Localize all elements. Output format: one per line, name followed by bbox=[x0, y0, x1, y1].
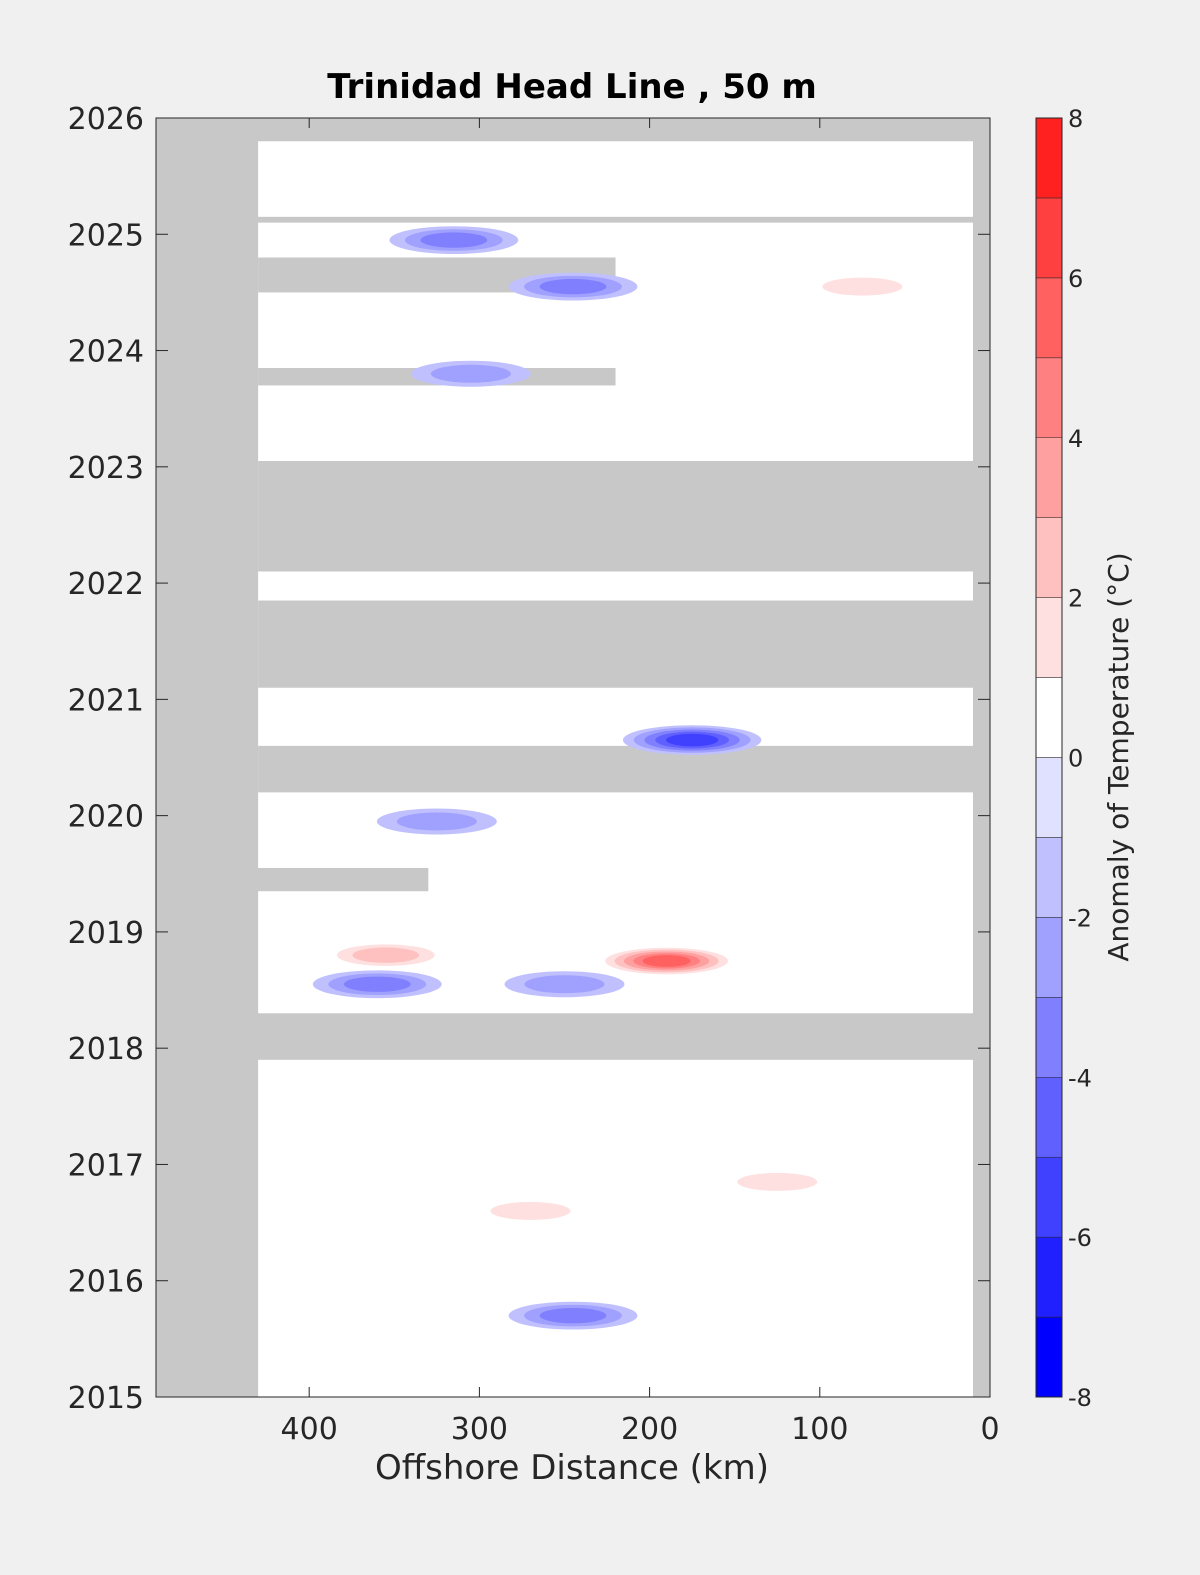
y-tick-label: 2024 bbox=[68, 335, 144, 370]
colorbar-band bbox=[1035, 837, 1063, 918]
no-data-region bbox=[156, 216, 973, 223]
colorbar-band bbox=[1035, 517, 1063, 598]
no-data-region bbox=[258, 461, 973, 572]
x-tick-label: 300 bbox=[451, 1412, 508, 1447]
no-data-region bbox=[156, 1013, 973, 1060]
x-axis-label: Offshore Distance (km) bbox=[375, 1448, 769, 1488]
colorbar-band bbox=[1035, 1156, 1063, 1238]
anomaly-contour bbox=[539, 1307, 607, 1324]
colorbar-band bbox=[1035, 997, 1063, 1078]
colorbar-band bbox=[1035, 117, 1063, 199]
anomaly-contour bbox=[822, 277, 903, 296]
plot-area: 400 300 200 100 0 20152016201720182019202020… bbox=[68, 102, 1000, 1447]
colorbar: -8 -6 -4 -2 0 2 4 6 8 bbox=[1035, 105, 1092, 1412]
y-tick-label: 2017 bbox=[68, 1148, 144, 1183]
anomaly-contour bbox=[665, 733, 719, 747]
y-tick-label: 2026 bbox=[68, 102, 144, 137]
colorbar-band bbox=[1035, 597, 1063, 678]
colorbar-band bbox=[1035, 277, 1063, 359]
no-data-region bbox=[258, 745, 973, 793]
colorbar-band bbox=[1035, 1236, 1063, 1318]
y-tick-label: 2022 bbox=[68, 567, 144, 602]
no-data-region bbox=[258, 600, 973, 688]
colorbar-band bbox=[1035, 757, 1063, 838]
y-tick-label: 2021 bbox=[68, 683, 144, 718]
colorbar-tick-label: -2 bbox=[1068, 904, 1092, 932]
no-data-layer bbox=[156, 118, 990, 1397]
anomaly-contour bbox=[396, 812, 477, 831]
anomaly-contour bbox=[430, 364, 511, 383]
colorbar-band bbox=[1035, 437, 1063, 518]
anomaly-contour bbox=[539, 278, 607, 295]
no-data-region bbox=[156, 118, 973, 142]
colorbar-band bbox=[1035, 1316, 1063, 1398]
y-axis: 2015 2016 2017 2018 2019 2020 2021 2022 2023 2024… bbox=[68, 102, 990, 1416]
colorbar-band bbox=[1035, 1077, 1063, 1158]
colorbar-tick-label: -6 bbox=[1068, 1224, 1092, 1252]
plot-frame bbox=[155, 117, 991, 1398]
y-tick-label: 2020 bbox=[68, 800, 144, 835]
colorbar-band bbox=[1035, 197, 1063, 279]
y-tick-label: 2023 bbox=[68, 451, 144, 486]
y-tick-label: 2018 bbox=[68, 1032, 144, 1067]
colorbar-tick-label: -4 bbox=[1068, 1064, 1092, 1092]
colorbar-frame bbox=[1035, 117, 1063, 1398]
y-tick-label: 2019 bbox=[68, 916, 144, 951]
colorbar-tick-label: 4 bbox=[1068, 425, 1083, 453]
y-tick-label: 2015 bbox=[68, 1381, 144, 1416]
anomaly-contour bbox=[343, 976, 411, 992]
no-data-region bbox=[972, 118, 990, 1397]
x-axis: 400 300 200 100 0 bbox=[281, 118, 1000, 1447]
colorbar-tick-label: 6 bbox=[1068, 265, 1083, 293]
x-tick-label: 200 bbox=[621, 1412, 678, 1447]
no-data-region bbox=[156, 118, 259, 1397]
x-tick-label: 0 bbox=[980, 1412, 999, 1447]
colorbar-tick-label: 0 bbox=[1068, 745, 1083, 773]
x-tick-label: 100 bbox=[791, 1412, 848, 1447]
no-data-region bbox=[156, 867, 429, 892]
x-tick-label: 400 bbox=[281, 1412, 338, 1447]
y-tick-label: 2025 bbox=[68, 218, 144, 253]
anomaly-contour bbox=[524, 975, 605, 994]
colorbar-band bbox=[1035, 917, 1063, 998]
anomaly-contour bbox=[420, 232, 488, 248]
y-tick-label: 2016 bbox=[68, 1265, 144, 1300]
chart-title: Trinidad Head Line , 50 m bbox=[327, 67, 817, 107]
colorbar-band bbox=[1035, 357, 1063, 438]
colorbar-band bbox=[1035, 677, 1063, 758]
colorbar-tick-label: 8 bbox=[1068, 105, 1083, 133]
anomaly-contours bbox=[312, 226, 923, 1330]
anomaly-contour bbox=[642, 955, 691, 967]
anomaly-contour bbox=[737, 1172, 818, 1191]
colorbar-tick-label: -8 bbox=[1068, 1384, 1092, 1412]
anomaly-contour bbox=[490, 1201, 571, 1220]
colorbar-tick-label: 2 bbox=[1068, 585, 1083, 613]
colorbar-label: Anomaly of Temperature (°C) bbox=[1102, 552, 1135, 961]
anomaly-contour bbox=[352, 947, 420, 963]
